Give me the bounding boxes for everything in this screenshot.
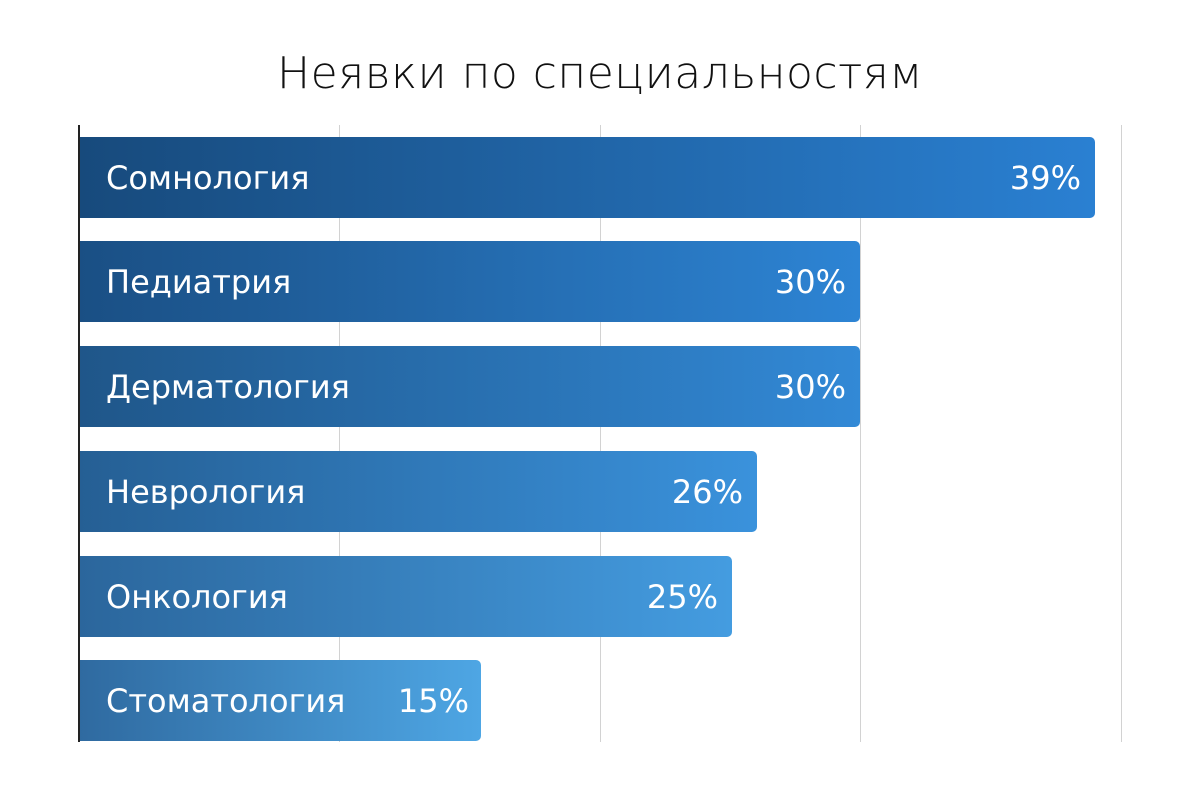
bar-label: Стоматология [106,681,346,720]
bar-label: Неврология [106,472,306,511]
bar: Неврология 26% [78,451,757,532]
plot-area: Сомнология 39% Педиатрия 30% Дерматологи… [78,125,1122,742]
bar-label: Онкология [106,577,288,616]
gridline [600,125,601,742]
y-axis-line [78,125,80,742]
bar-value: 30% [774,367,846,406]
bar: Педиатрия 30% [78,241,860,322]
bar: Сомнология 39% [78,137,1095,218]
bar-label: Дерматология [106,367,350,406]
bar-value: 26% [671,472,743,511]
bar-value: 39% [1009,158,1081,197]
gridline [339,125,340,742]
bar-label: Сомнология [106,158,310,197]
bar: Дерматология 30% [78,346,860,427]
bar-label: Педиатрия [106,262,292,301]
chart-title: Неявки по специальностям [277,48,923,99]
bar-value: 25% [646,577,718,616]
gridline [860,125,861,742]
bar: Стоматология 15% [78,660,481,741]
bar-value: 30% [774,262,846,301]
gridline [1121,125,1122,742]
bar-value: 15% [397,681,469,720]
bar: Онкология 25% [78,556,732,637]
